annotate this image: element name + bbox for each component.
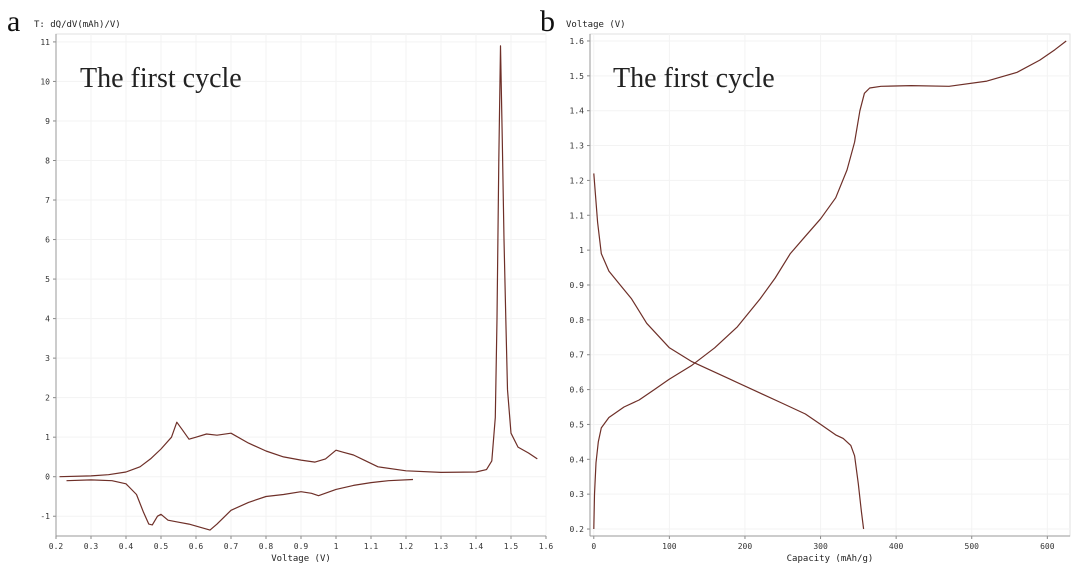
y-tick-label: 5 bbox=[45, 275, 50, 284]
x-tick-label: 0.9 bbox=[294, 542, 309, 551]
y-tick-label: 1.3 bbox=[570, 142, 585, 151]
x-tick-label: 0 bbox=[591, 542, 596, 551]
chart-a: 0.2 0.3 0.4 0.5 0.6 0.7 0.8 0.9 1 1.1 1.2 1.3 1.4 1.5… bbox=[34, 20, 553, 564]
y-tick-label: -1 bbox=[40, 512, 50, 521]
x-tick-label: 0.6 bbox=[189, 542, 204, 551]
y-tick-label: 8 bbox=[45, 156, 50, 165]
y-tick-label: 0.6 bbox=[570, 386, 585, 395]
x-tick-label: 300 bbox=[813, 542, 828, 551]
y-tick-label: 1 bbox=[45, 433, 50, 442]
y-tick-label: 0.5 bbox=[570, 420, 585, 429]
y-tick-label: 0.8 bbox=[570, 316, 585, 325]
x-tick-label: 1.1 bbox=[364, 542, 379, 551]
x-tick-label: 1.4 bbox=[469, 542, 484, 551]
series-line-1 bbox=[59, 45, 538, 478]
y-tick-label: 4 bbox=[45, 315, 50, 324]
x-tick-label: 0.5 bbox=[154, 542, 169, 551]
y-tick-label: 0.7 bbox=[570, 351, 585, 360]
y-tick-label: 0.3 bbox=[570, 490, 585, 499]
x-tick-label: 0.4 bbox=[119, 542, 134, 551]
y-tick-label: 11 bbox=[40, 38, 50, 47]
y-tick-label: 1.2 bbox=[570, 176, 585, 185]
x-tick-label: 100 bbox=[662, 542, 677, 551]
series-line-2 bbox=[66, 478, 414, 531]
y-tick-label: 0 bbox=[45, 473, 50, 482]
y-tick-label: 0.9 bbox=[570, 281, 585, 290]
y-axis-label: T: dQ/dV(mAh)/V) bbox=[34, 20, 121, 30]
x-tick-label: 500 bbox=[965, 542, 980, 551]
y-tick-label: 2 bbox=[45, 394, 50, 403]
y-tick-label: 1.1 bbox=[570, 211, 585, 220]
x-tick-label: 0.3 bbox=[84, 542, 99, 551]
y-tick-label: 6 bbox=[45, 236, 50, 245]
x-tick-label: 1 bbox=[334, 542, 339, 551]
y-tick-label: 1.5 bbox=[570, 72, 585, 81]
x-tick-label: 0.7 bbox=[224, 542, 239, 551]
y-tick-label: 0.4 bbox=[570, 455, 585, 464]
series-line-1 bbox=[593, 173, 865, 530]
y-axis-label: Voltage (V) bbox=[566, 20, 626, 30]
x-tick-label: 1.6 bbox=[539, 542, 554, 551]
x-tick-label: 600 bbox=[1040, 542, 1055, 551]
series-line-2 bbox=[593, 40, 1067, 530]
y-tick-label: 1.6 bbox=[570, 37, 585, 46]
y-tick-label: 0.2 bbox=[570, 525, 585, 534]
y-tick-label: 10 bbox=[40, 77, 50, 86]
x-tick-label: 0.8 bbox=[259, 542, 274, 551]
x-axis-label: Voltage (V) bbox=[271, 554, 331, 564]
x-tick-label: 1.3 bbox=[434, 542, 449, 551]
x-axis-label: Capacity (mAh/g) bbox=[787, 554, 874, 564]
x-tick-label: 0.2 bbox=[49, 542, 64, 551]
x-tick-label: 1.2 bbox=[399, 542, 414, 551]
panel-label-b: b bbox=[540, 5, 555, 38]
y-tick-label: 1 bbox=[579, 246, 584, 255]
y-tick-label: 7 bbox=[45, 196, 50, 205]
x-tick-label: 1.5 bbox=[504, 542, 519, 551]
y-tick-label: 3 bbox=[45, 354, 50, 363]
x-tick-label: 200 bbox=[738, 542, 753, 551]
panel-label-a: a bbox=[7, 5, 21, 38]
y-tick-label: 1.4 bbox=[570, 107, 585, 116]
x-tick-label: 400 bbox=[889, 542, 904, 551]
chart-b: 0 100 200 300 400 500 600 0.2 0.3 0.4 0.5 0.6 0.7 0.8… bbox=[566, 20, 1071, 564]
chart-title: The first cycle bbox=[80, 63, 242, 94]
y-tick-label: 9 bbox=[45, 117, 50, 126]
chart-title: The first cycle bbox=[613, 63, 775, 94]
